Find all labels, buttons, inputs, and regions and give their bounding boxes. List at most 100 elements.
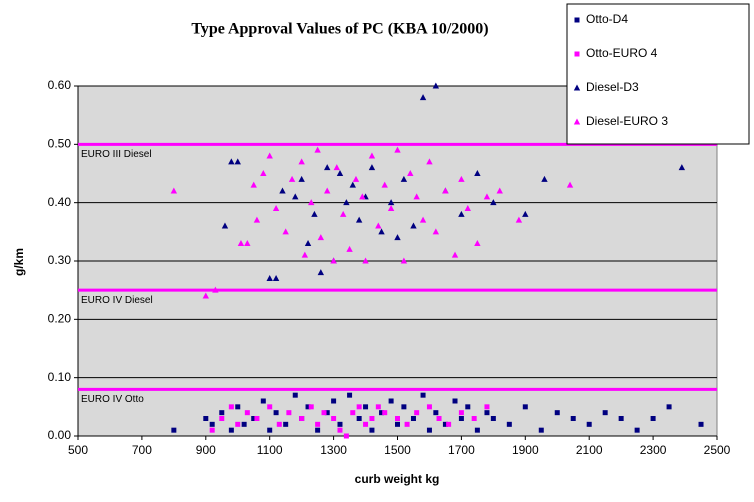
point: [362, 257, 369, 264]
point: [317, 234, 325, 241]
point: [283, 421, 289, 427]
point: [394, 234, 401, 241]
point: [446, 421, 452, 427]
point: [311, 210, 318, 217]
point: [331, 416, 337, 421]
point: [292, 193, 299, 200]
point: [202, 292, 209, 299]
x-tick-label: 2300: [640, 443, 667, 457]
point: [458, 210, 465, 217]
point: [286, 410, 292, 416]
point: [381, 181, 388, 188]
point: [678, 164, 686, 171]
legend-label: Diesel-EURO 3: [586, 114, 668, 128]
point: [315, 427, 321, 433]
point: [420, 392, 426, 398]
point: [212, 286, 219, 293]
point: [458, 175, 465, 182]
point: [337, 421, 343, 427]
point: [209, 421, 215, 427]
x-tick-label: 2500: [704, 443, 731, 457]
point: [356, 404, 362, 410]
point: [314, 146, 321, 153]
y-tick-label: 0.30: [48, 253, 72, 267]
point: [388, 398, 394, 404]
point: [401, 404, 407, 410]
point: [586, 421, 592, 427]
point: [298, 175, 305, 182]
point: [369, 427, 375, 433]
legend-marker: [574, 17, 580, 23]
point: [288, 175, 296, 182]
point: [395, 421, 400, 427]
point: [336, 170, 344, 176]
point: [387, 199, 395, 206]
point: [379, 410, 385, 416]
point: [602, 410, 608, 416]
point: [330, 257, 337, 264]
legend-marker: [573, 84, 581, 91]
point: [407, 170, 414, 176]
point: [333, 164, 340, 171]
x-tick-label: 1900: [512, 443, 539, 457]
y-axis-title: g/km: [12, 248, 26, 276]
point: [251, 416, 257, 421]
point: [387, 205, 395, 211]
point: [432, 82, 440, 89]
point: [343, 199, 350, 206]
point: [203, 416, 209, 421]
point: [260, 398, 266, 404]
point: [458, 416, 464, 421]
y-tick-label: 0.10: [48, 370, 72, 384]
point: [253, 216, 261, 223]
point: [369, 416, 375, 421]
point: [442, 187, 449, 194]
legend-label: Otto-EURO 4: [586, 46, 658, 60]
point: [395, 416, 400, 421]
point: [317, 269, 325, 276]
point: [419, 94, 427, 101]
point: [541, 175, 548, 182]
point: [228, 404, 234, 410]
x-tick-label: 1300: [320, 443, 347, 457]
point: [634, 427, 640, 433]
point: [350, 410, 356, 416]
point: [451, 251, 459, 258]
point: [228, 158, 235, 165]
point: [308, 199, 315, 206]
point: [343, 433, 349, 439]
point: [244, 240, 251, 246]
point: [282, 228, 289, 235]
point: [219, 410, 225, 416]
point: [490, 199, 497, 206]
point: [464, 205, 471, 211]
point: [436, 416, 442, 421]
point: [352, 175, 360, 182]
point: [359, 193, 366, 200]
point: [209, 427, 215, 433]
point: [400, 175, 408, 182]
chart-title: Type Approval Values of PC (KBA 10/2000): [191, 21, 488, 38]
x-tick-label: 700: [132, 443, 152, 457]
point: [260, 170, 267, 176]
point: [254, 416, 260, 421]
reference-label: EURO III Diesel: [81, 149, 152, 160]
point: [171, 427, 177, 433]
point: [234, 158, 241, 165]
y-tick-label: 0.20: [48, 312, 72, 326]
point: [356, 416, 362, 421]
point: [250, 181, 257, 188]
y-tick-label: 0.40: [48, 195, 72, 209]
point: [400, 257, 408, 264]
reference-label: EURO IV Diesel: [81, 295, 153, 306]
point: [426, 404, 432, 410]
point: [368, 164, 376, 171]
point: [496, 187, 503, 194]
point: [698, 421, 704, 427]
point: [538, 427, 544, 433]
point: [522, 210, 529, 217]
point: [273, 410, 279, 416]
point: [474, 427, 480, 433]
point: [483, 193, 491, 200]
legend-box: [566, 3, 750, 145]
